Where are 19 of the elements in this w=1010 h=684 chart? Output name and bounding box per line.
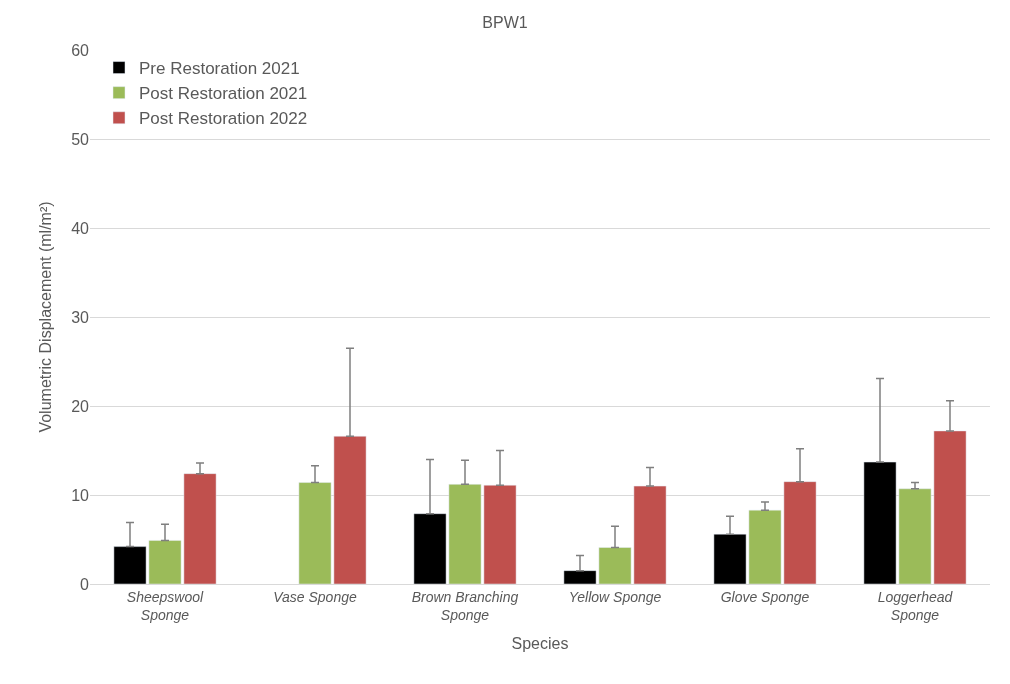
legend-label: Post Restoration 2022 (139, 109, 308, 129)
x-tick-label: Yellow Sponge (568, 588, 662, 605)
y-tick-label: 10 (71, 486, 90, 504)
y-tick-label: 20 (71, 397, 90, 415)
chart-title: BPW1 (482, 14, 528, 32)
y-tick-label: 0 (80, 575, 90, 593)
x-axis-title: Species (511, 634, 569, 652)
x-tick-label: Glove Sponge (720, 588, 810, 605)
y-tick-label: 50 (71, 130, 90, 148)
x-tick-label: Sheepswool Sponge (126, 588, 205, 623)
x-tick-label: Brown Branching Sponge (411, 588, 519, 623)
y-tick-label: 30 (71, 308, 90, 326)
legend-label: Pre Restoration 2021 (139, 59, 300, 79)
y-tick-label: 60 (71, 41, 90, 59)
x-tick-label: Vase Sponge (273, 588, 357, 605)
y-axis-title: Volumetric Displacement (ml/m²) (37, 201, 55, 433)
x-tick-label: Loggerhead Sponge (877, 588, 954, 623)
legend-label: Post Restoration 2021 (139, 84, 308, 104)
y-tick-label: 40 (71, 219, 90, 237)
